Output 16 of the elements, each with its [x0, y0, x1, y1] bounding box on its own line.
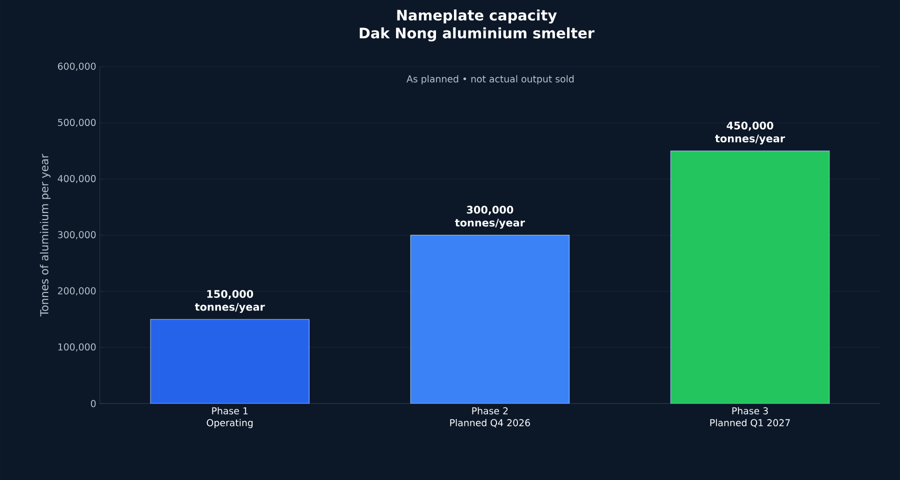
y-tick-label: 500,000 [58, 118, 96, 127]
y-tick-label: 600,000 [58, 62, 96, 71]
y-tick-label: 0 [90, 400, 96, 407]
data-label: 150,000 tonnes/year [194, 290, 265, 313]
y-tick-label: 200,000 [58, 287, 96, 296]
y-axis-title: Tonnes of aluminium per year [40, 154, 50, 316]
y-tick-label: 400,000 [58, 174, 96, 183]
chart-title: Nameplate capacity Dak Nong aluminium smelter [360, 9, 594, 42]
x-tick-label: Phase 1 Operating [206, 406, 253, 428]
x-tick-label: Phase 2 Planned Q4 2026 [450, 406, 530, 428]
x-tick-label: Phase 3 Planned Q1 2027 [710, 406, 790, 428]
y-tick-label: 300,000 [58, 230, 96, 240]
y-tick-label: 100,000 [58, 343, 96, 352]
data-label: 300,000 tonnes/year [455, 206, 525, 229]
text: As planned • not actual output sold [406, 75, 574, 84]
data-label: 450,000 tonnes/year [715, 121, 786, 144]
